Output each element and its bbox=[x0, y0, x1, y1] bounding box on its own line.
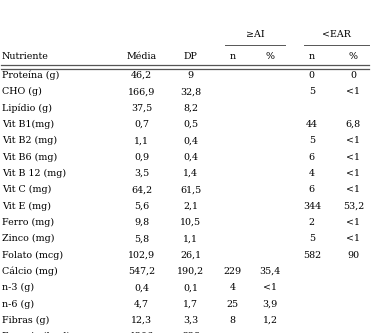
Text: 1,7: 1,7 bbox=[183, 299, 198, 309]
Text: 0,9: 0,9 bbox=[134, 153, 149, 162]
Text: 1,1: 1,1 bbox=[134, 136, 149, 146]
Text: 166,9: 166,9 bbox=[128, 87, 155, 97]
Text: 0: 0 bbox=[309, 71, 315, 80]
Text: Proteína (g): Proteína (g) bbox=[2, 71, 59, 80]
Text: 61,5: 61,5 bbox=[180, 185, 201, 194]
Text: 0: 0 bbox=[350, 71, 356, 80]
Text: 32,8: 32,8 bbox=[180, 87, 201, 97]
Text: 5,8: 5,8 bbox=[134, 234, 149, 243]
Text: Fibras (g): Fibras (g) bbox=[2, 316, 49, 325]
Text: 90: 90 bbox=[347, 250, 359, 260]
Text: 53,2: 53,2 bbox=[343, 201, 364, 211]
Text: 44: 44 bbox=[306, 120, 318, 129]
Text: n: n bbox=[309, 52, 315, 61]
Text: 26,1: 26,1 bbox=[180, 250, 201, 260]
Text: 6,8: 6,8 bbox=[346, 120, 361, 129]
Text: 8: 8 bbox=[229, 316, 235, 325]
Text: Energia (kcal): Energia (kcal) bbox=[2, 332, 70, 333]
Text: 1,4: 1,4 bbox=[183, 169, 198, 178]
Text: 3,5: 3,5 bbox=[134, 169, 149, 178]
Text: Folato (mcg): Folato (mcg) bbox=[2, 250, 63, 260]
Text: %: % bbox=[349, 52, 358, 61]
Text: 37,5: 37,5 bbox=[131, 104, 152, 113]
Text: 0,4: 0,4 bbox=[183, 136, 198, 146]
Text: 25: 25 bbox=[226, 299, 239, 309]
Text: 9: 9 bbox=[188, 71, 194, 80]
Text: 0,5: 0,5 bbox=[183, 120, 198, 129]
Text: 4: 4 bbox=[229, 283, 235, 292]
Text: 1,2: 1,2 bbox=[263, 316, 278, 325]
Text: 1206: 1206 bbox=[130, 332, 154, 333]
Text: 3,3: 3,3 bbox=[183, 316, 198, 325]
Text: Lipídio (g): Lipídio (g) bbox=[2, 104, 52, 113]
Text: <1: <1 bbox=[346, 185, 361, 194]
Text: 0,7: 0,7 bbox=[134, 120, 149, 129]
Text: n-6 (g): n-6 (g) bbox=[2, 299, 34, 309]
Text: Vit B 12 (mg): Vit B 12 (mg) bbox=[2, 169, 66, 178]
Text: 547,2: 547,2 bbox=[128, 267, 155, 276]
Text: 1,1: 1,1 bbox=[183, 234, 198, 243]
Text: 5: 5 bbox=[309, 136, 315, 146]
Text: 6: 6 bbox=[309, 153, 315, 162]
Text: <1: <1 bbox=[346, 153, 361, 162]
Text: 4: 4 bbox=[309, 169, 315, 178]
Text: Cálcio (mg): Cálcio (mg) bbox=[2, 267, 57, 276]
Text: 2,1: 2,1 bbox=[183, 201, 198, 211]
Text: <EAR: <EAR bbox=[322, 30, 351, 40]
Text: 35,4: 35,4 bbox=[260, 267, 281, 276]
Text: DP: DP bbox=[184, 52, 198, 61]
Text: 64,2: 64,2 bbox=[131, 185, 152, 194]
Text: CHO (g): CHO (g) bbox=[2, 87, 42, 97]
Text: <1: <1 bbox=[346, 234, 361, 243]
Text: Vit B6 (mg): Vit B6 (mg) bbox=[2, 153, 57, 162]
Text: Nutriente: Nutriente bbox=[2, 52, 49, 61]
Text: 582: 582 bbox=[303, 250, 321, 260]
Text: 0,4: 0,4 bbox=[183, 153, 198, 162]
Text: <1: <1 bbox=[346, 87, 361, 97]
Text: 5: 5 bbox=[309, 87, 315, 97]
Text: 0,4: 0,4 bbox=[134, 283, 149, 292]
Text: Vit E (mg): Vit E (mg) bbox=[2, 201, 51, 211]
Text: 10,5: 10,5 bbox=[180, 218, 201, 227]
Text: <1: <1 bbox=[346, 136, 361, 146]
Text: 4,7: 4,7 bbox=[134, 299, 149, 309]
Text: Ferro (mg): Ferro (mg) bbox=[2, 218, 54, 227]
Text: Zinco (mg): Zinco (mg) bbox=[2, 234, 54, 243]
Text: 102,9: 102,9 bbox=[128, 250, 155, 260]
Text: n-3 (g): n-3 (g) bbox=[2, 283, 34, 292]
Text: 12,3: 12,3 bbox=[131, 316, 152, 325]
Text: Vit C (mg): Vit C (mg) bbox=[2, 185, 51, 194]
Text: Vit B1(mg): Vit B1(mg) bbox=[2, 120, 54, 129]
Text: 5,6: 5,6 bbox=[134, 201, 149, 211]
Text: n: n bbox=[229, 52, 235, 61]
Text: Vit B2 (mg): Vit B2 (mg) bbox=[2, 136, 57, 146]
Text: <1: <1 bbox=[263, 283, 277, 292]
Text: 46,2: 46,2 bbox=[131, 71, 152, 80]
Text: 9,8: 9,8 bbox=[134, 218, 149, 227]
Text: ≥AI: ≥AI bbox=[246, 30, 265, 40]
Text: 0,1: 0,1 bbox=[183, 283, 198, 292]
Text: 228: 228 bbox=[182, 332, 200, 333]
Text: %: % bbox=[266, 52, 275, 61]
Text: 3,9: 3,9 bbox=[263, 299, 278, 309]
Text: <1: <1 bbox=[346, 169, 361, 178]
Text: 5: 5 bbox=[309, 234, 315, 243]
Text: 229: 229 bbox=[223, 267, 242, 276]
Text: 190,2: 190,2 bbox=[177, 267, 204, 276]
Text: <1: <1 bbox=[346, 218, 361, 227]
Text: 2: 2 bbox=[309, 218, 315, 227]
Text: 6: 6 bbox=[309, 185, 315, 194]
Text: 344: 344 bbox=[303, 201, 321, 211]
Text: 8,2: 8,2 bbox=[183, 104, 198, 113]
Text: Média: Média bbox=[127, 52, 157, 61]
